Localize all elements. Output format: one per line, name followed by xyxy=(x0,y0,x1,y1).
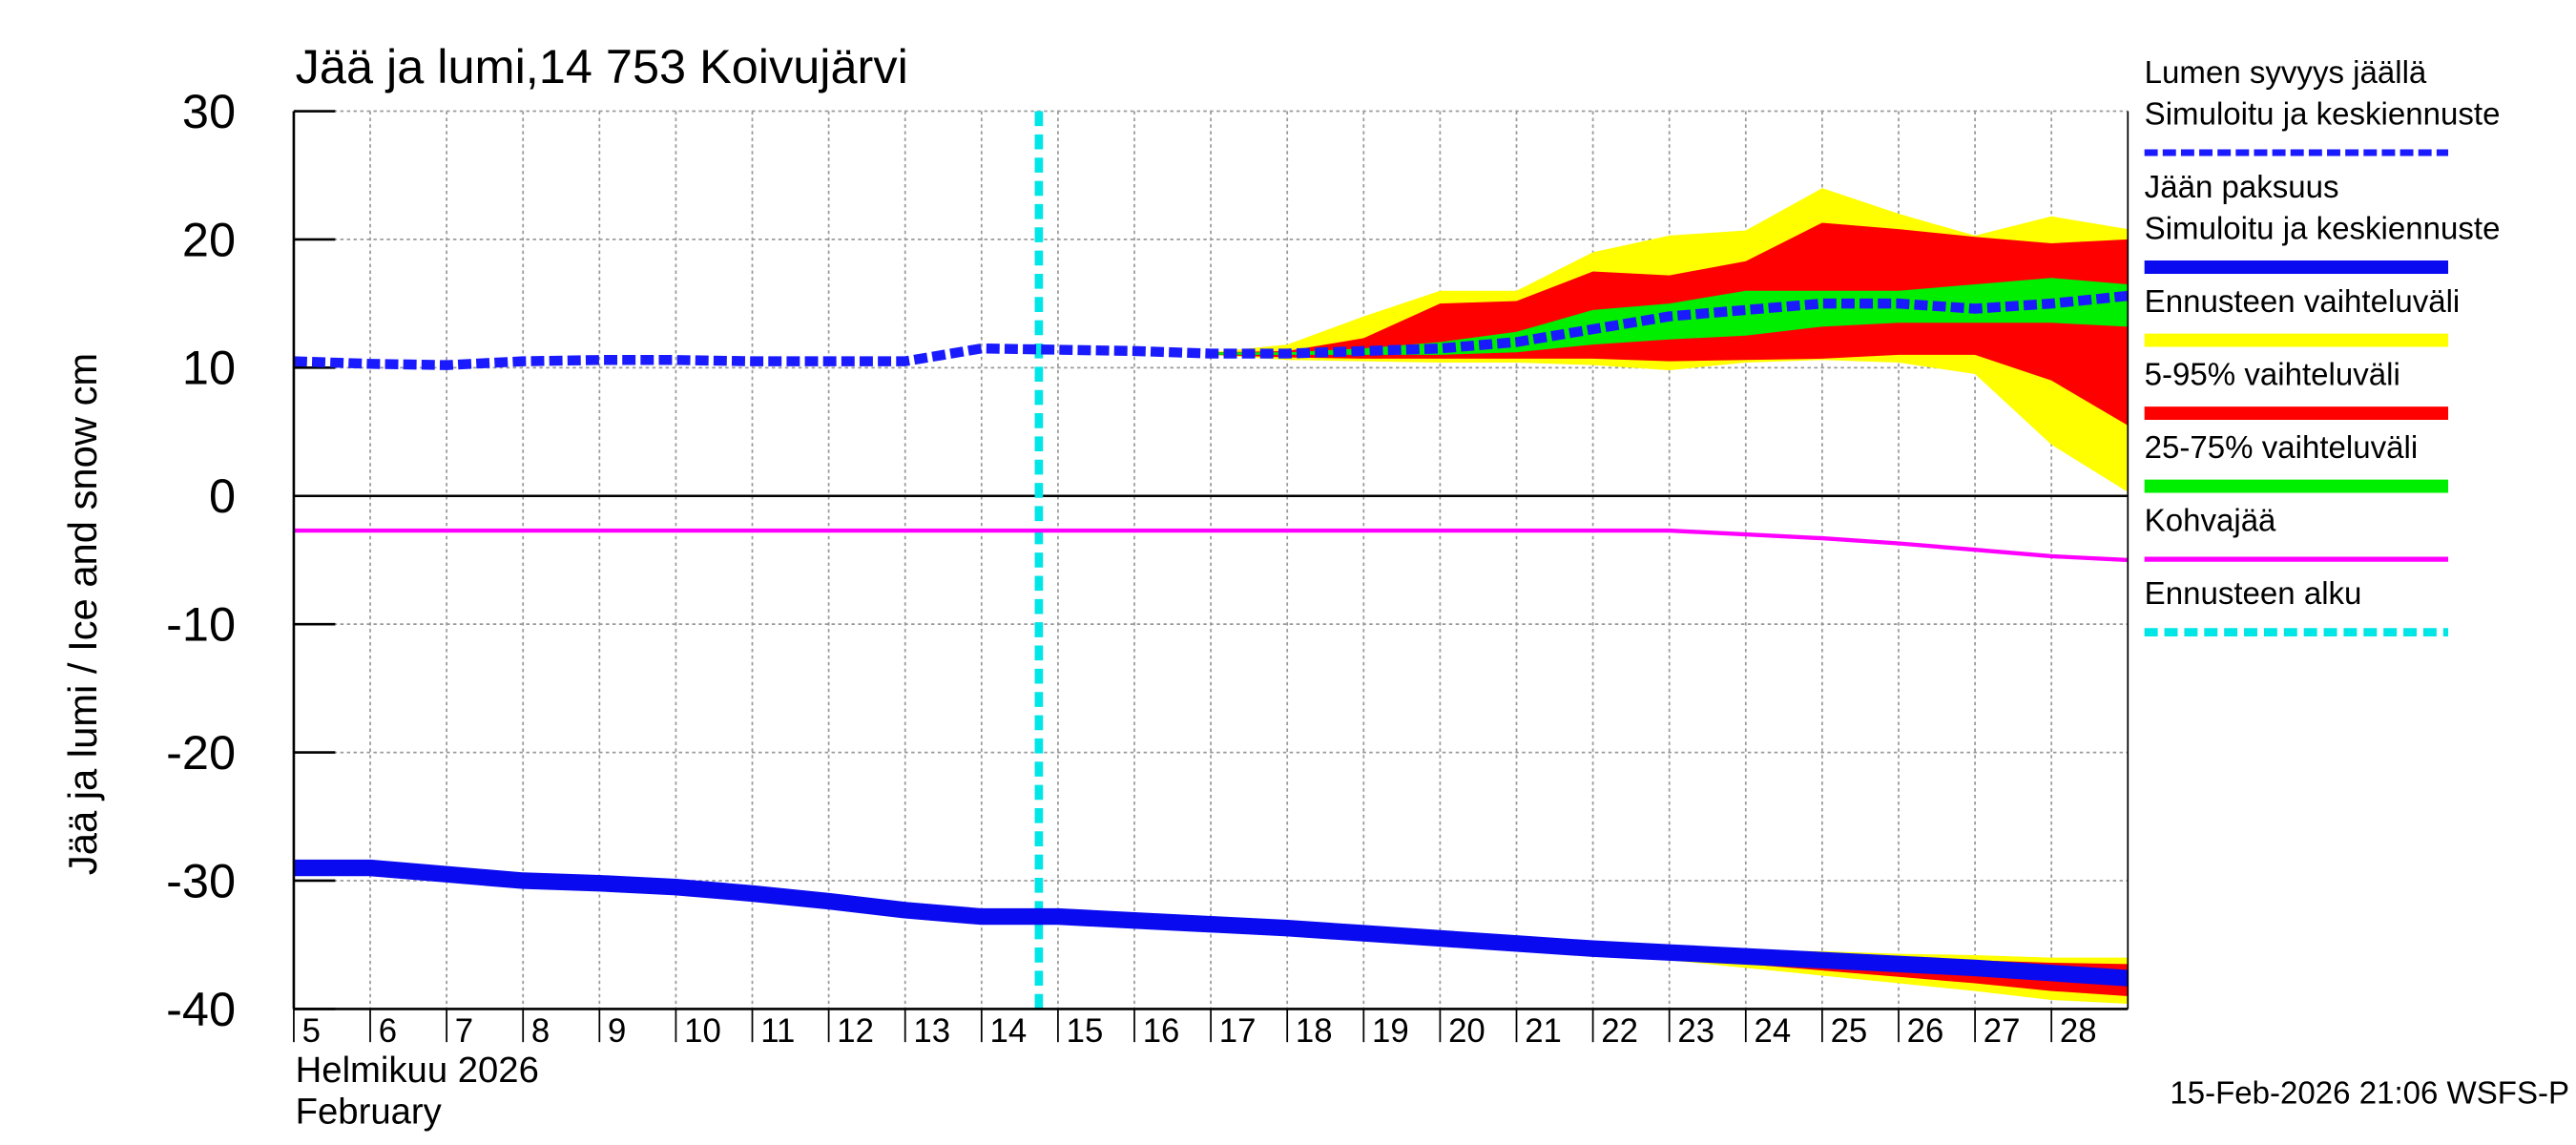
legend-label: Lumen syvyys jäällä xyxy=(2145,55,2427,91)
x-tick-label: 17 xyxy=(1219,1013,1257,1050)
x-tick-label: 13 xyxy=(913,1013,950,1050)
x-tick-label: 5 xyxy=(302,1013,321,1050)
x-tick-label: 21 xyxy=(1525,1013,1562,1050)
x-tick-label: 20 xyxy=(1448,1013,1485,1050)
legend-label: 25-75% vaihteluväli xyxy=(2145,430,2418,466)
legend-label: 5-95% vaihteluväli xyxy=(2145,357,2400,392)
series-line xyxy=(293,290,2129,370)
x-tick-label: 27 xyxy=(1984,1013,2021,1050)
chart-title: Jää ja lumi,14 753 Koivujärvi xyxy=(296,39,908,94)
x-tick-label: 7 xyxy=(455,1013,473,1050)
x-tick-label: 16 xyxy=(1143,1013,1180,1050)
x-tick-label: 9 xyxy=(608,1013,626,1050)
x-tick-label: 15 xyxy=(1067,1013,1104,1050)
legend-label: Jään paksuus xyxy=(2145,170,2339,205)
legend-label: Kohvajää xyxy=(2145,504,2276,539)
x-tick-label: 11 xyxy=(760,1013,795,1050)
x-tick-label: 22 xyxy=(1601,1013,1638,1050)
legend-label: Simuloitu ja keskiennuste xyxy=(2145,211,2501,246)
x-tick-label: 12 xyxy=(837,1013,874,1050)
y-tick-label: 0 xyxy=(209,468,236,523)
legend-label: Ennusteen alku xyxy=(2145,576,2362,612)
y-tick-label: -30 xyxy=(166,853,236,907)
x-tick-label: 26 xyxy=(1907,1013,1944,1050)
y-tick-label: 10 xyxy=(182,341,236,395)
y-axis-label: Jää ja lumi / Ice and snow cm xyxy=(60,353,105,875)
y-tick-label: 20 xyxy=(182,212,236,266)
series-line xyxy=(293,859,2129,987)
x-tick-label: 10 xyxy=(684,1013,721,1050)
x-tick-label: 6 xyxy=(379,1013,397,1050)
x-axis-label: Helmikuu 2026 xyxy=(296,1050,539,1091)
y-tick-label: -10 xyxy=(166,597,236,652)
x-tick-label: 18 xyxy=(1296,1013,1333,1050)
x-tick-label: 19 xyxy=(1372,1013,1409,1050)
y-tick-label: -20 xyxy=(166,725,236,780)
x-tick-label: 23 xyxy=(1677,1013,1714,1050)
x-tick-label: 25 xyxy=(1831,1013,1868,1050)
y-tick-label: 30 xyxy=(182,84,236,138)
series-line xyxy=(293,528,2129,563)
x-tick-label: 28 xyxy=(2060,1013,2097,1050)
x-tick-label: 24 xyxy=(1754,1013,1791,1050)
x-tick-label: 8 xyxy=(531,1013,550,1050)
y-tick-label: -40 xyxy=(166,982,236,1036)
x-axis-label: February xyxy=(296,1091,443,1132)
timestamp: 15-Feb-2026 21:06 WSFS-P xyxy=(2170,1076,2569,1112)
legend-label: Simuloitu ja keskiennuste xyxy=(2145,96,2501,132)
legend-label: Ennusteen vaihteluväli xyxy=(2145,284,2461,320)
x-tick-label: 14 xyxy=(990,1013,1028,1050)
